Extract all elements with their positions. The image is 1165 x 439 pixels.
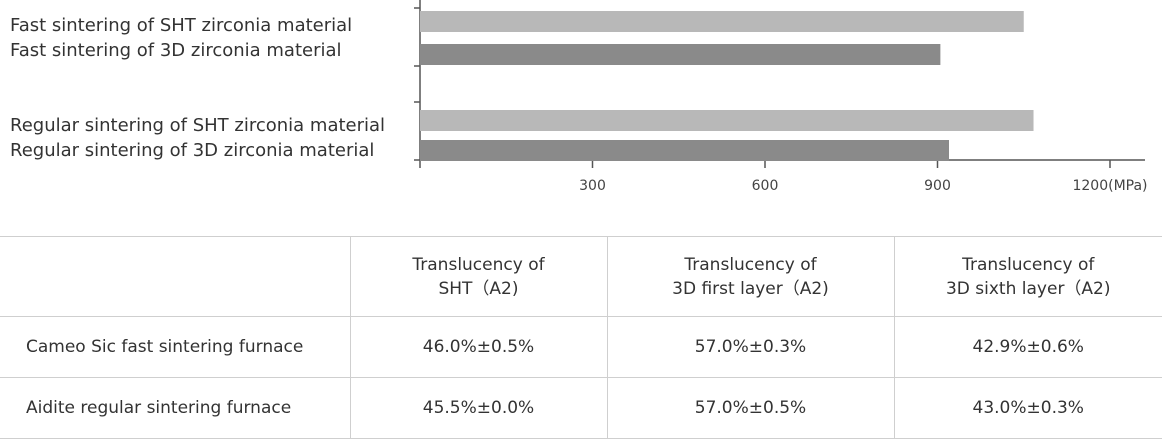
- table-cell: 57.0%±0.5%: [607, 377, 895, 439]
- bar: [420, 140, 949, 161]
- table-header-row: Translucency of SHT（A2) Translucency of …: [0, 236, 1162, 317]
- bar: [420, 110, 1034, 131]
- header-line: 3D first layer（A2): [672, 278, 829, 299]
- category-label: Fast sintering of SHT zirconia material: [10, 15, 352, 36]
- table-cell: 46.0%±0.5%: [350, 316, 608, 378]
- category-label: Regular sintering of 3D zirconia materia…: [10, 140, 374, 161]
- table-cell: 57.0%±0.3%: [607, 316, 895, 378]
- bar: [420, 44, 941, 65]
- header-line: 3D sixth layer（A2): [945, 278, 1111, 299]
- header-line: Translucency of: [962, 254, 1095, 275]
- translucency-table: Translucency of SHT（A2) Translucency of …: [0, 236, 1162, 439]
- bar-chart: 300 600 900 1200(MPa) Fast sintering of SHT …: [10, 0, 1148, 194]
- header-line: SHT（A2): [438, 278, 519, 299]
- table-row: Cameo Sic fast sintering furnace 46.0%±0…: [0, 316, 1162, 378]
- x-tick-label: 600: [752, 178, 779, 194]
- header-line: Translucency of: [412, 254, 545, 275]
- header-line: Translucency of: [684, 254, 817, 275]
- header-3d-first: Translucency of 3D first layer（A2): [607, 236, 895, 317]
- table-row: Aidite regular sintering furnace 45.5%±0…: [0, 377, 1162, 439]
- row-label: Cameo Sic fast sintering furnace: [0, 316, 351, 378]
- row-label: Aidite regular sintering furnace: [0, 377, 351, 439]
- category-label: Fast sintering of 3D zirconia material: [10, 40, 342, 61]
- table-cell: 45.5%±0.0%: [350, 377, 608, 439]
- x-tick-label: 1200(MPa): [1072, 178, 1147, 194]
- header-3d-sixth: Translucency of 3D sixth layer（A2): [894, 236, 1162, 317]
- category-label: Regular sintering of SHT zirconia materi…: [10, 115, 385, 136]
- header-empty-cell: [0, 236, 351, 317]
- x-tick-label: 900: [924, 178, 951, 194]
- bar: [420, 11, 1024, 32]
- header-sht: Translucency of SHT（A2): [350, 236, 608, 317]
- table-cell: 42.9%±0.6%: [894, 316, 1162, 378]
- x-tick-label: 300: [579, 178, 606, 194]
- table-cell: 43.0%±0.3%: [894, 377, 1162, 439]
